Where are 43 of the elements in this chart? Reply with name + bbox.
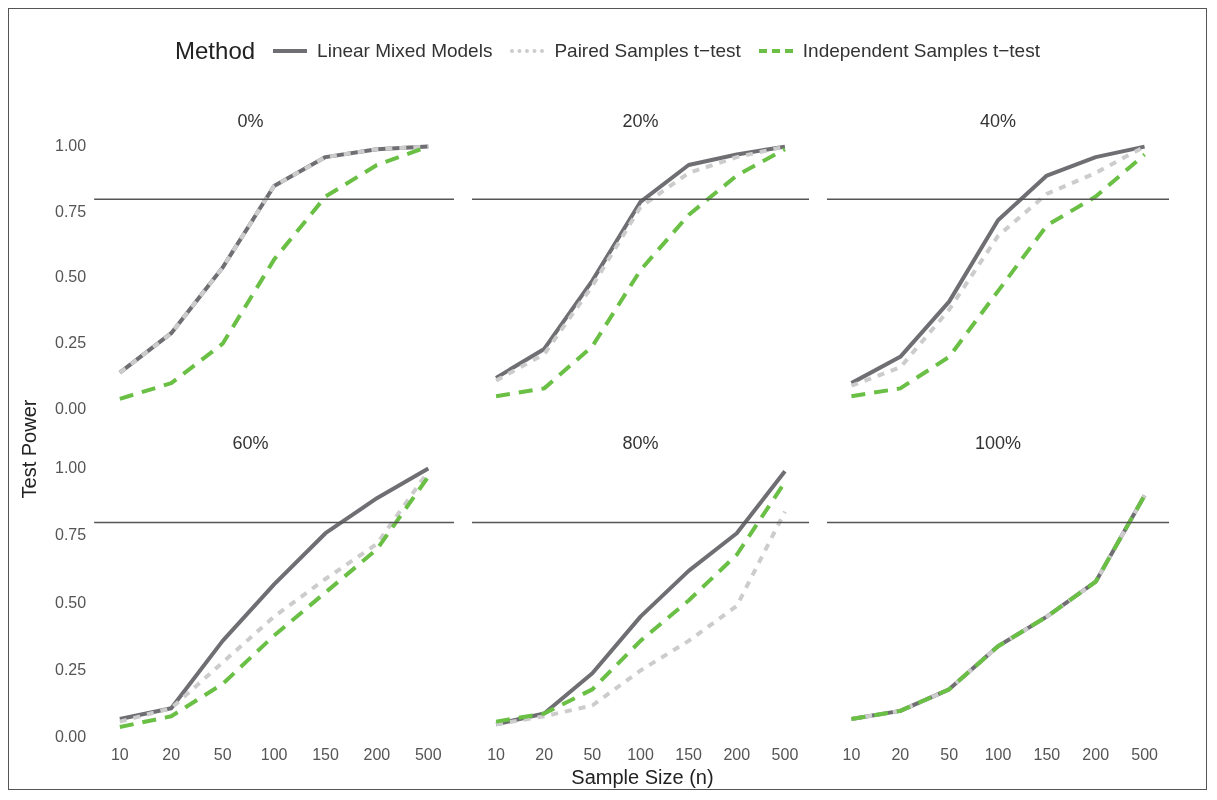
x-tick-label: 100 [984, 745, 1012, 763]
y-tick-label: 0.25 [55, 660, 87, 678]
chart-title: 80% [622, 432, 659, 453]
y-tick-label: 1.00 [55, 459, 87, 477]
x-tick-label: 150 [675, 745, 703, 763]
x-tick-label: 500 [414, 745, 442, 763]
y-tick-label: 0.75 [55, 202, 87, 220]
y-tick-label: 0.25 [55, 334, 87, 352]
x-tick-label: 20 [162, 745, 181, 763]
x-tick-label: 20 [891, 745, 910, 763]
legend-label: Paired Samples t−test [554, 40, 741, 62]
x-tick-label: 200 [363, 745, 391, 763]
x-tick-label: 20 [535, 745, 554, 763]
chart-title: 40% [979, 110, 1017, 131]
y-tick-label: 0.00 [55, 728, 87, 746]
x-tick-label: 500 [771, 745, 799, 763]
x-tick-label: 100 [627, 745, 654, 763]
y-tick-label: 1.00 [55, 137, 87, 155]
x-tick-label: 500 [1131, 745, 1159, 763]
y-axis-title: Test Power [17, 399, 41, 499]
x-tick-label: 50 [940, 745, 959, 763]
x-axis-title: Sample Size (n) [570, 765, 715, 789]
chart-title: 20% [622, 110, 659, 131]
x-tick-label: 50 [583, 745, 602, 763]
legend-label: Independent Samples t−test [802, 40, 1040, 62]
y-tick-label: 0.75 [55, 526, 87, 544]
x-tick-label: 200 [723, 745, 751, 763]
y-tick-label: 0.50 [55, 593, 87, 611]
chart-title: 60% [232, 432, 269, 453]
legend-label: Linear Mixed Models [317, 40, 493, 62]
x-tick-label: 150 [1033, 745, 1061, 763]
x-tick-label: 50 [213, 745, 232, 763]
chart-title: 0% [237, 110, 264, 131]
legend-title: Method [175, 37, 256, 65]
chart-title: 100% [974, 432, 1022, 453]
x-tick-label: 150 [312, 745, 339, 763]
x-tick-label: 10 [110, 745, 129, 763]
x-tick-label: 10 [487, 745, 506, 763]
x-tick-label: 10 [842, 745, 861, 763]
y-tick-label: 0.50 [55, 268, 87, 286]
x-tick-label: 100 [260, 745, 288, 763]
y-tick-label: 0.00 [55, 399, 87, 417]
x-tick-label: 200 [1082, 745, 1110, 763]
